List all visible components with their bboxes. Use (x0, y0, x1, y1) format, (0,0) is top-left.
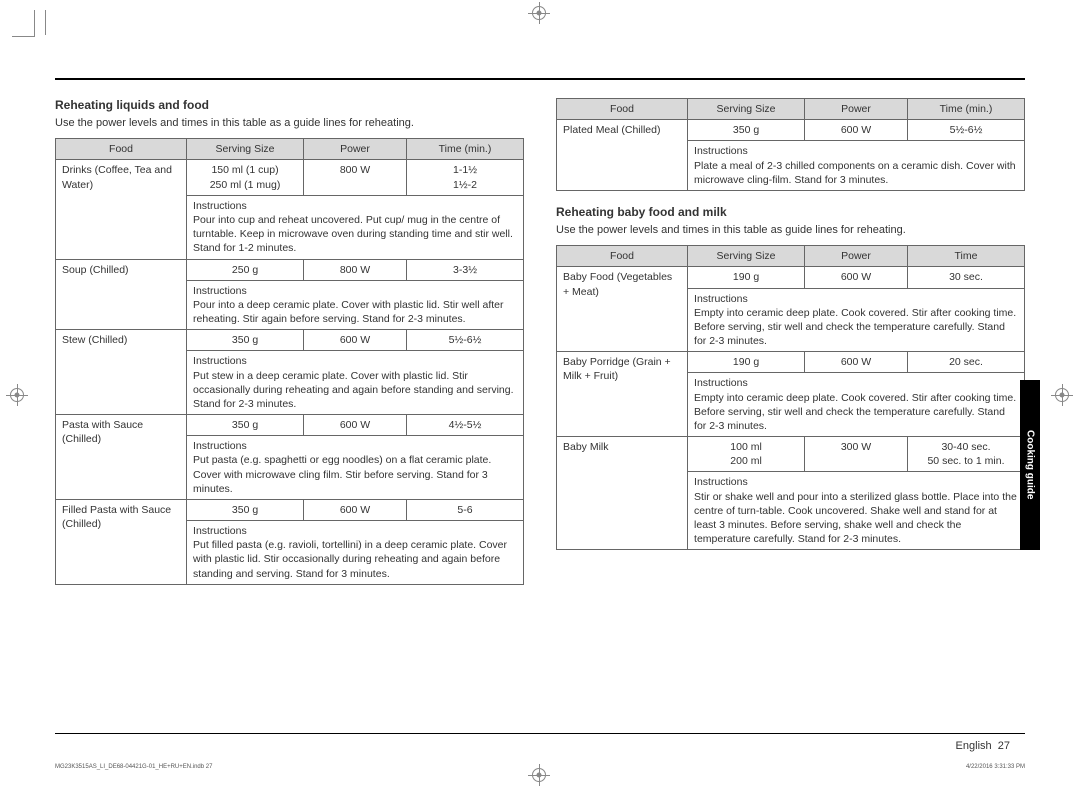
cell-food: Stew (Chilled) (56, 330, 187, 415)
cell-instructions: InstructionsEmpty into ceramic deep plat… (688, 373, 1025, 437)
cell-instructions: InstructionsEmpty into ceramic deep plat… (688, 288, 1025, 352)
col-time: Time (min.) (907, 99, 1024, 120)
cell-serving: 190 g (688, 352, 805, 373)
left-column: Reheating liquids and food Use the power… (55, 98, 524, 585)
table-row: Baby Milk100 ml200 ml300 W30-40 sec.50 s… (557, 437, 1025, 472)
cell-power: 600 W (805, 352, 908, 373)
registration-mark (10, 388, 24, 402)
col-serving: Serving Size (187, 139, 304, 160)
cell-power: 600 W (304, 415, 407, 436)
cell-time: 3-3½ (406, 259, 523, 280)
section-intro: Use the power levels and times in this t… (556, 223, 1025, 237)
table-row: Filled Pasta with Sauce (Chilled)350 g60… (56, 499, 524, 520)
col-serving: Serving Size (688, 246, 805, 267)
section-heading: Reheating liquids and food (55, 98, 524, 112)
side-tab: Cooking guide (1020, 380, 1040, 550)
print-info-right: 4/22/2016 3:31:33 PM (966, 764, 1025, 770)
top-rule (55, 78, 1025, 80)
section-intro: Use the power levels and times in this t… (55, 116, 524, 130)
cell-power: 600 W (805, 267, 908, 288)
cell-time: 5½-6½ (406, 330, 523, 351)
col-power: Power (805, 99, 908, 120)
crop-mark (12, 36, 34, 37)
cell-instructions: InstructionsPlate a meal of 2-3 chilled … (688, 141, 1025, 191)
footer-lang: English 27 (956, 740, 1010, 752)
crop-mark (34, 10, 35, 37)
col-serving: Serving Size (688, 99, 805, 120)
reheating-food-table: Food Serving Size Power Time (min.) Drin… (55, 138, 524, 584)
table-row: Drinks (Coffee, Tea and Water)150 ml (1 … (56, 160, 524, 195)
cell-instructions: InstructionsPut filled pasta (e.g. ravio… (187, 521, 524, 585)
cell-serving: 100 ml200 ml (688, 437, 805, 472)
table-header-row: Food Serving Size Power Time (min.) (557, 99, 1025, 120)
cell-power: 300 W (805, 437, 908, 472)
table-row: Baby Porridge (Grain + Milk + Fruit)190 … (557, 352, 1025, 373)
footer-language: English (956, 740, 992, 752)
cell-food: Plated Meal (Chilled) (557, 120, 688, 191)
table-row: Stew (Chilled)350 g600 W5½-6½ (56, 330, 524, 351)
cell-serving: 350 g (187, 499, 304, 520)
content-columns: Reheating liquids and food Use the power… (55, 98, 1025, 585)
cell-serving: 350 g (688, 120, 805, 141)
col-time: Time (min.) (406, 139, 523, 160)
cell-food: Baby Milk (557, 437, 688, 550)
table-header-row: Food Serving Size Power Time (557, 246, 1025, 267)
registration-mark (532, 768, 546, 782)
print-info-left: MG23K3515AS_LI_DE68-04421G-01_HE+RU+EN.i… (55, 764, 212, 770)
table-row: Plated Meal (Chilled)350 g600 W5½-6½ (557, 120, 1025, 141)
cell-time: 1-1½1½-2 (406, 160, 523, 195)
cell-food: Pasta with Sauce (Chilled) (56, 415, 187, 500)
col-time: Time (907, 246, 1024, 267)
cell-power: 600 W (805, 120, 908, 141)
table-row: Baby Food (Vegetables + Meat)190 g600 W3… (557, 267, 1025, 288)
cell-time: 20 sec. (907, 352, 1024, 373)
cell-food: Baby Porridge (Grain + Milk + Fruit) (557, 352, 688, 437)
cell-serving: 190 g (688, 267, 805, 288)
table-header-row: Food Serving Size Power Time (min.) (56, 139, 524, 160)
cell-food: Drinks (Coffee, Tea and Water) (56, 160, 187, 259)
section-heading: Reheating baby food and milk (556, 205, 1025, 219)
col-power: Power (805, 246, 908, 267)
crop-mark (45, 10, 46, 35)
cell-power: 800 W (304, 160, 407, 195)
cell-food: Soup (Chilled) (56, 259, 187, 330)
cell-serving: 350 g (187, 330, 304, 351)
footer-page-number: 27 (998, 740, 1010, 752)
cell-power: 600 W (304, 330, 407, 351)
table-row: Soup (Chilled)250 g800 W3-3½ (56, 259, 524, 280)
cell-instructions: InstructionsPour into cup and reheat unc… (187, 195, 524, 259)
right-column: Food Serving Size Power Time (min.) Plat… (556, 98, 1025, 585)
footer-rule (55, 733, 1025, 734)
cell-instructions: InstructionsPour into a deep ceramic pla… (187, 280, 524, 330)
cell-serving: 250 g (187, 259, 304, 280)
col-food: Food (557, 246, 688, 267)
col-food: Food (56, 139, 187, 160)
col-food: Food (557, 99, 688, 120)
cell-time: 4½-5½ (406, 415, 523, 436)
cell-power: 600 W (304, 499, 407, 520)
registration-mark (532, 6, 546, 20)
table-row: Pasta with Sauce (Chilled)350 g600 W4½-5… (56, 415, 524, 436)
reheating-food-table-cont: Food Serving Size Power Time (min.) Plat… (556, 98, 1025, 191)
cell-time: 5½-6½ (907, 120, 1024, 141)
cell-serving: 350 g (187, 415, 304, 436)
registration-mark (1055, 388, 1069, 402)
cell-serving: 150 ml (1 cup)250 ml (1 mug) (187, 160, 304, 195)
cell-instructions: InstructionsStir or shake well and pour … (688, 472, 1025, 550)
cell-time: 30 sec. (907, 267, 1024, 288)
cell-food: Baby Food (Vegetables + Meat) (557, 267, 688, 352)
cell-instructions: InstructionsPut stew in a deep ceramic p… (187, 351, 524, 415)
cell-food: Filled Pasta with Sauce (Chilled) (56, 499, 187, 584)
col-power: Power (304, 139, 407, 160)
cell-instructions: InstructionsPut pasta (e.g. spaghetti or… (187, 436, 524, 500)
cell-time: 30-40 sec.50 sec. to 1 min. (907, 437, 1024, 472)
baby-food-table: Food Serving Size Power Time Baby Food (… (556, 245, 1025, 550)
cell-time: 5-6 (406, 499, 523, 520)
cell-power: 800 W (304, 259, 407, 280)
